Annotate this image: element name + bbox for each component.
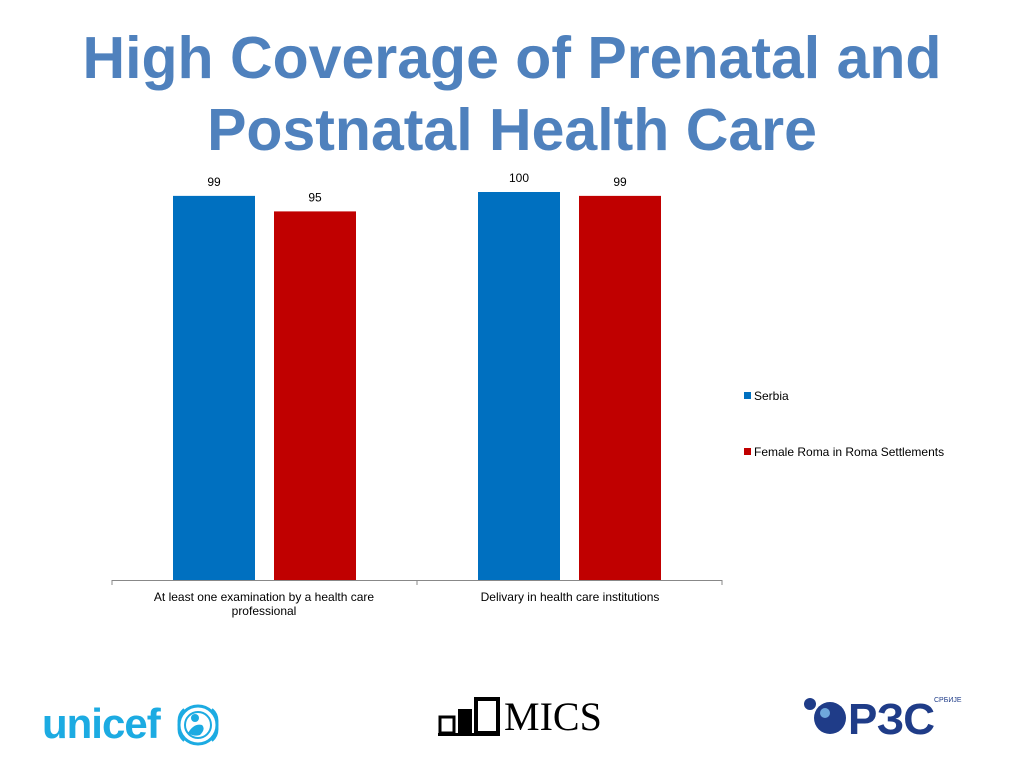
data-label-1-1: 99 bbox=[207, 175, 221, 189]
mics-bars-icon bbox=[438, 697, 500, 736]
bar-1-2 bbox=[478, 192, 560, 580]
slide-title: High Coverage of Prenatal and Postnatal … bbox=[0, 22, 1024, 166]
bar-1-1 bbox=[173, 195, 255, 580]
data-label-2-1: 95 bbox=[308, 190, 322, 204]
mics-logo: MICS bbox=[438, 695, 608, 739]
legend-item-1: Serbia bbox=[744, 389, 789, 403]
unicef-wordmark: unicef bbox=[42, 700, 161, 747]
data-labels-group: 99 95 100 99 bbox=[207, 171, 627, 204]
legend-item-2: Female Roma in Roma Settlements bbox=[744, 445, 944, 459]
bar-2-1 bbox=[274, 211, 356, 580]
x-axis bbox=[111, 580, 723, 585]
legend-label-2: Female Roma in Roma Settlements bbox=[754, 445, 945, 459]
legend-label-1: Serbia bbox=[754, 389, 789, 403]
rzs-small-text: СРБИЈЕ bbox=[934, 697, 962, 704]
mics-wordmark: MICS bbox=[504, 694, 602, 739]
data-label-2-2: 99 bbox=[613, 175, 627, 189]
legend-swatch-1 bbox=[744, 392, 751, 399]
rzs-logo: РЗС СРБИЈЕ bbox=[796, 690, 966, 744]
title-line-1: High Coverage of Prenatal and bbox=[82, 25, 942, 91]
bars-group bbox=[173, 192, 661, 580]
unicef-logo: unicef bbox=[42, 700, 232, 748]
bar-chart: 99 95 100 99 bbox=[111, 171, 723, 585]
title-line-2: Postnatal Health Care bbox=[207, 97, 817, 163]
unicef-emblem-icon bbox=[177, 704, 219, 746]
data-label-1-2: 100 bbox=[509, 171, 529, 185]
category-label-1: At least one examination by a health car… bbox=[153, 590, 375, 618]
bar-2-2 bbox=[579, 195, 661, 580]
rzs-emblem-icon: РЗС СРБИЈЕ bbox=[804, 695, 962, 744]
category-label-2: Delivary in health care institutions bbox=[480, 590, 660, 604]
legend-swatch-2 bbox=[744, 448, 751, 455]
rzs-wordmark: РЗС bbox=[848, 695, 935, 744]
